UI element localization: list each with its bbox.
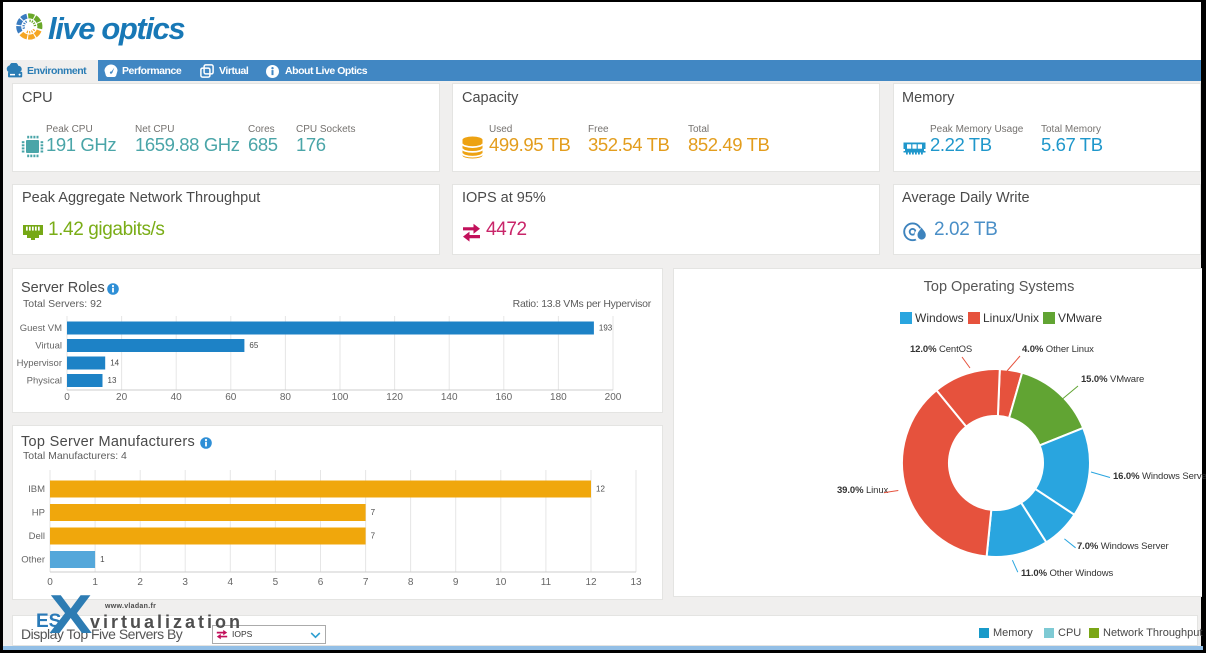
svg-text:5: 5 — [273, 577, 279, 588]
svg-text:7: 7 — [371, 532, 376, 541]
svg-text:1: 1 — [100, 555, 105, 564]
svg-text:3: 3 — [182, 577, 188, 588]
svg-text:60: 60 — [225, 392, 237, 403]
svg-text:40: 40 — [171, 392, 183, 403]
svg-text:6: 6 — [318, 577, 324, 588]
svg-text:Dell: Dell — [29, 531, 45, 542]
svg-text:20: 20 — [116, 392, 128, 403]
svg-text:180: 180 — [550, 392, 567, 403]
svg-text:10: 10 — [495, 577, 507, 588]
svg-text:9: 9 — [453, 577, 459, 588]
svg-text:13: 13 — [630, 577, 642, 588]
svg-text:HP: HP — [32, 508, 45, 519]
svg-text:7: 7 — [363, 577, 369, 588]
svg-text:Virtual: Virtual — [35, 341, 62, 352]
svg-text:120: 120 — [386, 392, 403, 403]
svg-text:8: 8 — [408, 577, 414, 588]
svg-text:80: 80 — [280, 392, 292, 403]
svg-text:2: 2 — [137, 577, 143, 588]
svg-text:140: 140 — [441, 392, 458, 403]
svg-text:Hypervisor: Hypervisor — [17, 358, 62, 369]
svg-text:Other: Other — [21, 555, 45, 566]
svg-text:13: 13 — [108, 376, 117, 385]
svg-text:0: 0 — [47, 577, 53, 588]
svg-text:12: 12 — [596, 485, 605, 494]
svg-text:100: 100 — [332, 392, 349, 403]
svg-text:IBM: IBM — [28, 484, 45, 495]
svg-text:65: 65 — [249, 341, 258, 350]
svg-text:4: 4 — [228, 577, 234, 588]
svg-text:200: 200 — [605, 392, 622, 403]
svg-text:7: 7 — [371, 508, 376, 517]
svg-text:14: 14 — [110, 359, 119, 368]
svg-text:12: 12 — [585, 577, 597, 588]
svg-text:Physical: Physical — [27, 376, 62, 387]
svg-text:193: 193 — [599, 324, 613, 333]
svg-text:160: 160 — [495, 392, 512, 403]
svg-text:1: 1 — [92, 577, 98, 588]
svg-text:0: 0 — [64, 392, 70, 403]
svg-text:Guest VM: Guest VM — [20, 323, 62, 334]
svg-text:11: 11 — [541, 577, 552, 588]
